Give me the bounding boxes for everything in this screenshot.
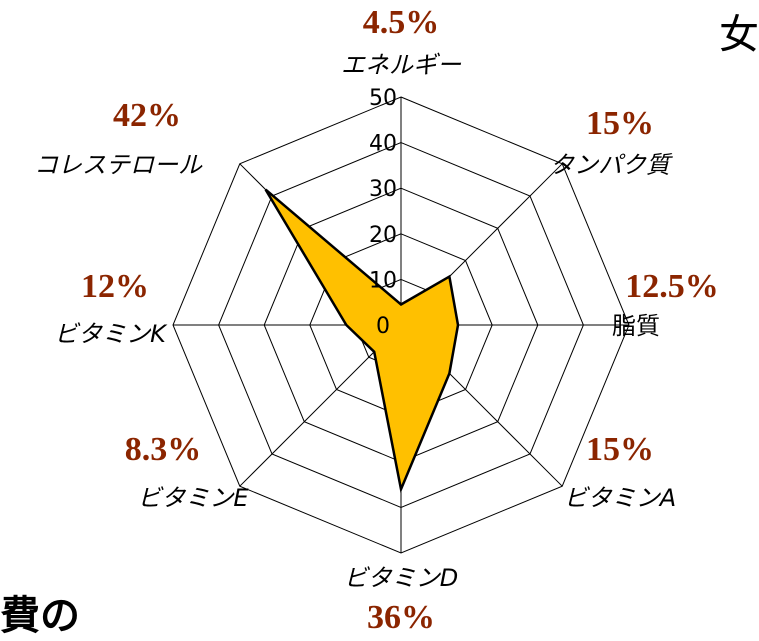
category-label-7: コレステロール	[34, 151, 203, 179]
value-label-1: 15%	[586, 105, 654, 142]
category-label-2: 脂質	[612, 312, 660, 340]
tick-label-50: 50	[369, 86, 397, 111]
series-area	[264, 188, 460, 494]
tick-label-30: 30	[369, 177, 397, 202]
tick-label-20: 20	[369, 223, 397, 248]
category-label-1: タンパク質	[550, 151, 673, 179]
tick-label-40: 40	[369, 132, 397, 157]
category-label-5: ビタミンE	[137, 484, 249, 512]
title-fragment-top: 女	[719, 12, 759, 58]
value-label-6: 12%	[81, 268, 149, 305]
value-label-3: 15%	[586, 431, 654, 468]
title-fragment-bottom: 費の	[0, 593, 80, 639]
value-label-4: 36%	[367, 599, 435, 636]
value-label-0: 4.5%	[363, 4, 440, 41]
value-label-7: 42%	[113, 97, 181, 134]
category-label-6: ビタミンK	[54, 320, 168, 348]
tick-label-0: 0	[376, 314, 390, 339]
value-label-5: 8.3%	[125, 431, 202, 468]
category-label-0: エネルギー	[341, 51, 462, 79]
category-label-3: ビタミンA	[564, 484, 676, 512]
tick-label-10: 10	[369, 268, 397, 293]
category-label-4: ビタミンD	[344, 564, 458, 592]
value-label-2: 12.5%	[625, 268, 719, 305]
